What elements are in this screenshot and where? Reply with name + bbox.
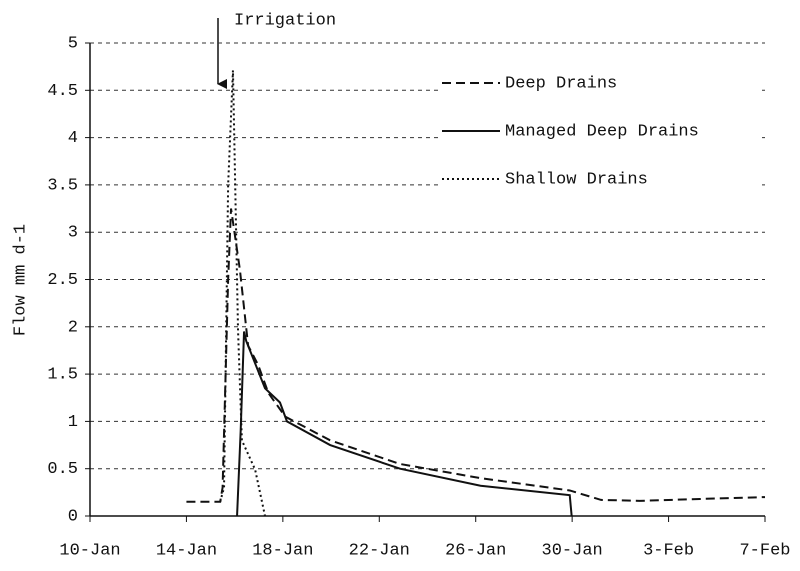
series-line [219,70,266,517]
legend-label: Managed Deep Drains [505,122,699,141]
y-tick-label: 4.5 [47,82,78,101]
y-tick-label: 5 [68,34,78,53]
series-line [236,331,573,517]
x-tick-label: 30-Jan [542,541,603,560]
x-tick-label: 22-Jan [349,541,410,560]
y-tick-label: 1 [68,413,78,432]
y-tick-label: 3 [68,224,78,243]
x-tick-label: 3-Feb [643,541,694,560]
y-tick-label: 1.5 [47,366,78,385]
y-tick-label: 2.5 [47,271,78,290]
legend-label: Shallow Drains [505,170,648,189]
x-tick-label: 18-Jan [252,541,313,560]
series-line [186,208,766,503]
y-tick-label: 2 [68,318,78,337]
y-tick-label: 3.5 [47,176,78,195]
legend-bg [438,165,758,193]
y-tick-label: 4 [68,129,78,148]
annotation: Irrigation [234,11,336,30]
x-tick-label: 7-Feb [739,541,790,560]
x-tick-label: 14-Jan [156,541,217,560]
x-tick-label: 10-Jan [59,541,120,560]
y-tick-label: 0 [68,507,78,526]
y-axis-label: Flow mm d-1 [11,224,30,336]
y-tick-label: 0.5 [47,460,78,479]
x-tick-label: 26-Jan [445,541,506,560]
legend-label: Deep Drains [505,74,617,93]
